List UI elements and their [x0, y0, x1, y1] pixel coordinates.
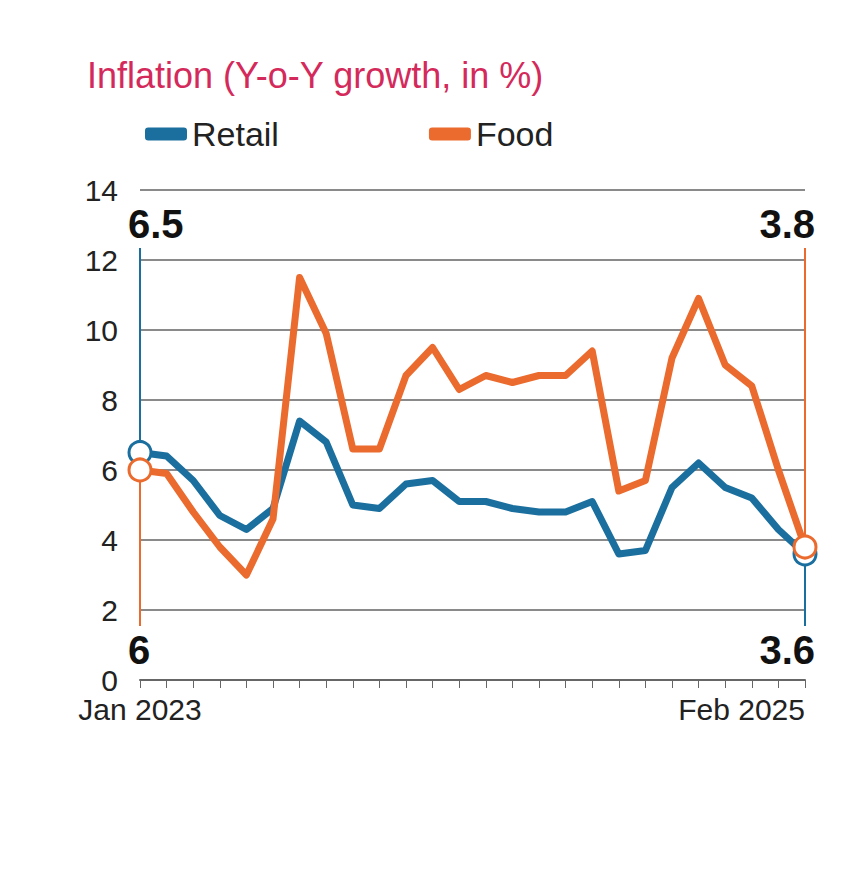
svg-text:Retail: Retail	[192, 115, 279, 153]
svg-text:3.6: 3.6	[759, 628, 815, 672]
svg-text:4: 4	[101, 524, 118, 557]
svg-text:Feb 2025: Feb 2025	[678, 693, 805, 726]
svg-text:6: 6	[128, 628, 150, 672]
svg-text:14: 14	[85, 174, 118, 207]
svg-text:Jan 2023: Jan 2023	[78, 693, 201, 726]
svg-text:6: 6	[101, 454, 118, 487]
svg-text:6.5: 6.5	[128, 202, 184, 246]
svg-text:12: 12	[85, 244, 118, 277]
svg-text:8: 8	[101, 384, 118, 417]
svg-text:3.8: 3.8	[759, 202, 815, 246]
svg-text:2: 2	[101, 594, 118, 627]
svg-text:Inflation (Y-o-Y growth, in %): Inflation (Y-o-Y growth, in %)	[87, 55, 543, 96]
svg-text:0: 0	[101, 663, 118, 697]
svg-text:Food: Food	[476, 115, 553, 153]
svg-text:10: 10	[85, 314, 118, 347]
